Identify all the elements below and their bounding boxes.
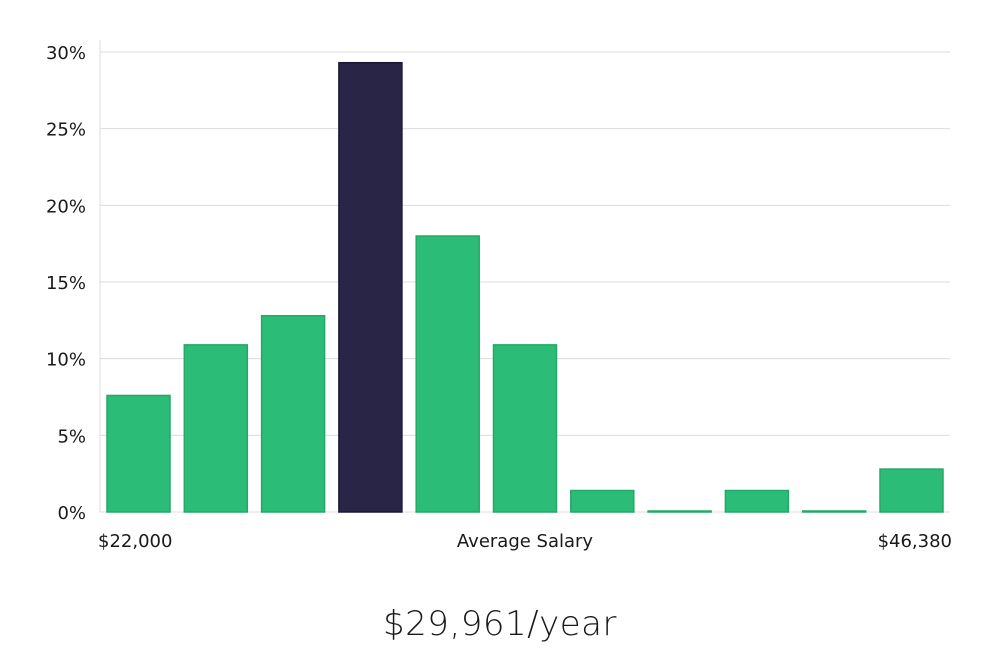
x-min-label: $22,000 [98,531,172,552]
bar[interactable] [106,394,171,513]
average-salary-summary: $29,961/year [383,604,617,644]
bar[interactable] [183,344,249,513]
y-tick-label: 15% [46,273,86,294]
y-tick-label: 10% [46,350,86,371]
bar[interactable] [492,344,558,513]
x-max-label: $46,380 [878,531,952,552]
bar-highlighted[interactable] [338,61,403,513]
bar[interactable] [570,489,635,513]
y-tick-label: 0% [57,503,86,524]
bar[interactable] [647,510,712,513]
salary-histogram: 0% 5% 10% 15% 20% 25% 30% $22,000 Average Sala… [46,40,952,552]
bar[interactable] [415,235,480,513]
y-tick-label: 30% [46,43,86,64]
bars [106,61,944,513]
bar[interactable] [879,468,944,513]
y-tick-label: 25% [46,120,86,141]
y-tick-label: 5% [57,426,86,447]
bar[interactable] [801,510,867,513]
bar[interactable] [724,489,790,513]
x-axis-title: Average Salary [457,531,594,552]
bar[interactable] [260,314,326,513]
y-tick-label: 20% [46,196,86,217]
x-axis-labels: $22,000 Average Salary $46,380 [98,531,952,552]
y-tick-labels: 0% 5% 10% 15% 20% 25% 30% [46,43,86,524]
